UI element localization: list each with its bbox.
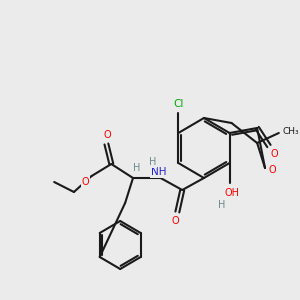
- Text: H: H: [133, 163, 141, 173]
- Text: O: O: [172, 216, 179, 226]
- Text: H: H: [149, 157, 156, 167]
- Text: OH: OH: [224, 188, 239, 198]
- Text: H: H: [218, 200, 225, 210]
- Text: O: O: [82, 177, 89, 187]
- Text: O: O: [103, 130, 111, 140]
- Text: CH₃: CH₃: [282, 128, 299, 136]
- Text: Cl: Cl: [173, 99, 184, 109]
- Text: NH: NH: [151, 167, 167, 177]
- Text: O: O: [270, 149, 278, 159]
- Text: O: O: [268, 165, 276, 175]
